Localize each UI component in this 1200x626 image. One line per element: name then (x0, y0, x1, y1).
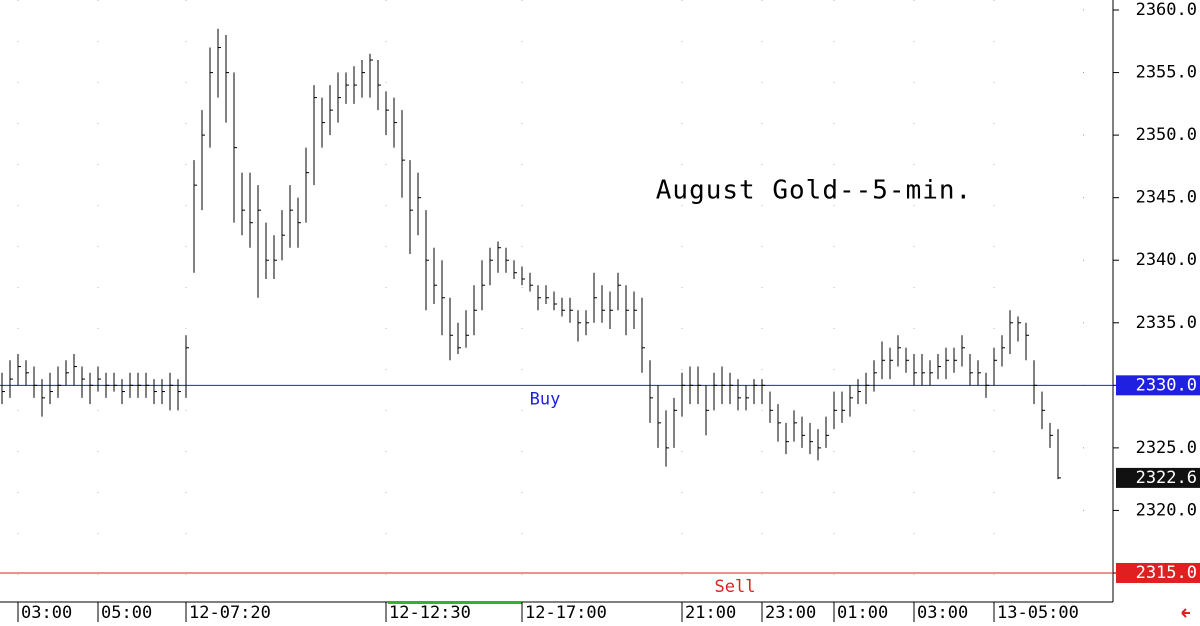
level-label: 2315.0 (1136, 563, 1197, 583)
level-name: Buy (530, 389, 561, 409)
y-tick-label: 2320.0 (1136, 500, 1197, 520)
x-tick-label: 21:00 (685, 603, 736, 623)
x-tick-label: 23:00 (765, 603, 816, 623)
y-tick-label: 2340.0 (1136, 250, 1197, 270)
y-tick-label: 2345.0 (1136, 188, 1197, 208)
session-highlight (388, 601, 522, 604)
x-tick-label: 13-05:00 (997, 603, 1079, 623)
x-tick-label: 12-12:30 (389, 603, 471, 623)
last-price-label: 2322.6 (1136, 468, 1197, 488)
x-tick-label: 05:00 (101, 603, 152, 623)
x-tick-label: 12-07:20 (189, 603, 271, 623)
y-tick-label: 2325.0 (1136, 438, 1197, 458)
x-tick-label: 03:00 (21, 603, 72, 623)
scroll-arrow[interactable] (1181, 608, 1190, 618)
last-price-box (1116, 467, 1200, 488)
level-label: 2330.0 (1136, 375, 1197, 395)
y-tick-label: 2335.0 (1136, 313, 1197, 333)
level-name: Sell (715, 577, 756, 597)
y-tick-label: 2355.0 (1136, 63, 1197, 83)
level-box (1116, 375, 1200, 396)
y-tick-label: 2350.0 (1136, 125, 1197, 145)
x-tick-label: 03:00 (917, 603, 968, 623)
x-tick-label: 01:00 (837, 603, 888, 623)
chart-title: August Gold--5-min. (656, 176, 972, 206)
y-tick-label: 2360.0 (1136, 0, 1197, 20)
x-tick-label: 12-17:00 (525, 603, 607, 623)
level-box (1116, 562, 1200, 583)
